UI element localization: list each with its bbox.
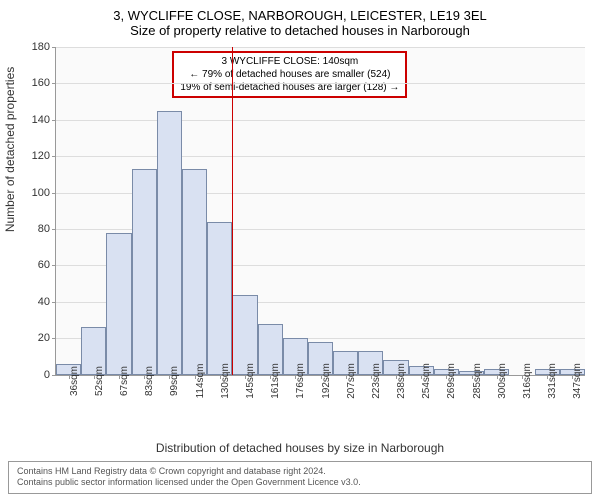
title-area: 3, WYCLIFFE CLOSE, NARBOROUGH, LEICESTER…	[0, 0, 600, 42]
histogram-bar	[182, 169, 207, 375]
y-tick-mark	[52, 156, 56, 157]
x-axis-label: Distribution of detached houses by size …	[0, 441, 600, 455]
x-tick-label: 285sqm	[472, 363, 483, 399]
histogram-bar	[106, 233, 131, 375]
subtitle: Size of property relative to detached ho…	[0, 23, 600, 38]
y-tick-mark	[52, 338, 56, 339]
grid-line	[56, 47, 585, 48]
footer-box: Contains HM Land Registry data © Crown c…	[8, 461, 592, 494]
x-tick-label: 316sqm	[522, 363, 533, 399]
x-tick-label: 99sqm	[169, 366, 180, 396]
x-tick-label: 207sqm	[346, 363, 357, 399]
plot-background: 3 WYCLIFFE CLOSE: 140sqm ← 79% of detach…	[55, 47, 585, 376]
histogram-bar	[157, 111, 182, 375]
chart-area: 3 WYCLIFFE CLOSE: 140sqm ← 79% of detach…	[55, 47, 585, 441]
histogram-bar	[132, 169, 157, 375]
reference-line	[232, 47, 233, 375]
y-tick-mark	[52, 47, 56, 48]
y-axis-label: Number of detached properties	[3, 67, 17, 232]
x-tick-label: 223sqm	[371, 363, 382, 399]
grid-line	[56, 156, 585, 157]
x-tick-label: 347sqm	[572, 363, 583, 399]
y-tick-label: 0	[44, 369, 50, 381]
x-tick-label: 192sqm	[321, 363, 332, 399]
x-tick-label: 176sqm	[295, 363, 306, 399]
footer-line-2: Contains public sector information licen…	[17, 477, 583, 489]
x-tick-label: 238sqm	[396, 363, 407, 399]
y-tick-label: 140	[32, 114, 50, 126]
x-tick-label: 114sqm	[195, 363, 206, 398]
y-tick-label: 180	[32, 41, 50, 53]
histogram-bar	[207, 222, 232, 375]
x-tick-label: 67sqm	[119, 366, 130, 396]
y-tick-mark	[52, 120, 56, 121]
x-tick-label: 130sqm	[220, 363, 231, 399]
x-tick-label: 36sqm	[69, 366, 80, 396]
x-tick-label: 331sqm	[547, 363, 558, 399]
y-tick-label: 40	[38, 296, 50, 308]
y-tick-label: 120	[32, 150, 50, 162]
y-tick-label: 80	[38, 223, 50, 235]
x-tick-label: 83sqm	[144, 366, 155, 396]
x-tick-label: 161sqm	[270, 363, 281, 399]
grid-line	[56, 120, 585, 121]
main-title: 3, WYCLIFFE CLOSE, NARBOROUGH, LEICESTER…	[0, 8, 600, 23]
footer-line-1: Contains HM Land Registry data © Crown c…	[17, 466, 583, 478]
x-tick-label: 269sqm	[446, 363, 457, 399]
y-tick-mark	[52, 375, 56, 376]
y-tick-mark	[52, 302, 56, 303]
annotation-line-2: ← 79% of detached houses are smaller (52…	[180, 68, 399, 81]
x-tick-label: 254sqm	[421, 363, 432, 399]
x-tick-label: 145sqm	[245, 363, 256, 399]
y-tick-label: 160	[32, 77, 50, 89]
grid-line	[56, 83, 585, 84]
y-tick-label: 60	[38, 259, 50, 271]
y-tick-mark	[52, 229, 56, 230]
annotation-box: 3 WYCLIFFE CLOSE: 140sqm ← 79% of detach…	[172, 51, 407, 98]
annotation-line-1: 3 WYCLIFFE CLOSE: 140sqm	[180, 55, 399, 68]
y-tick-mark	[52, 193, 56, 194]
x-tick-label: 52sqm	[94, 366, 105, 396]
y-tick-mark	[52, 83, 56, 84]
x-tick-label: 300sqm	[497, 363, 508, 399]
y-tick-mark	[52, 265, 56, 266]
y-tick-label: 100	[32, 187, 50, 199]
y-tick-label: 20	[38, 332, 50, 344]
